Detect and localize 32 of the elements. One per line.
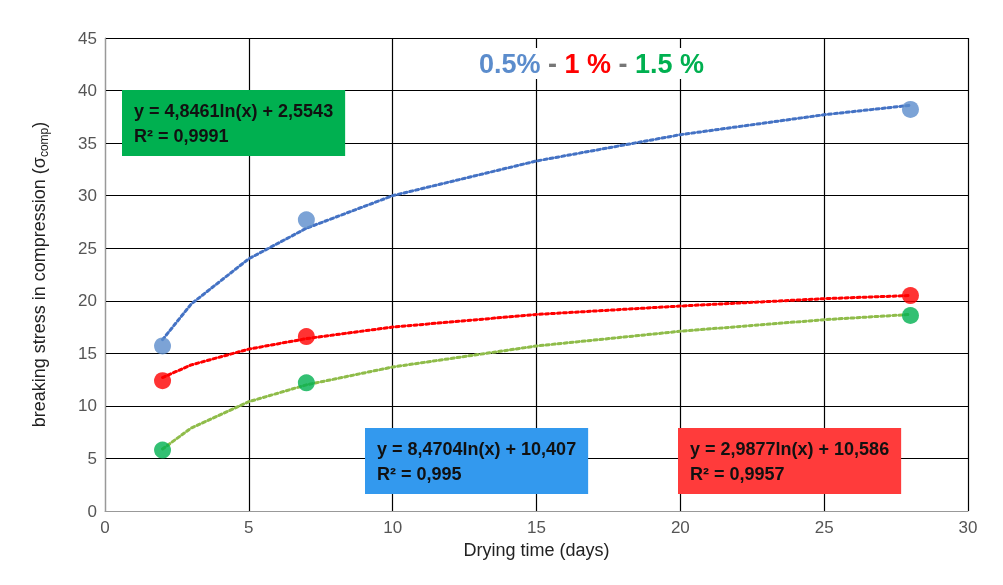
y-tick-label: 30 [78, 186, 97, 206]
y-tick-label: 10 [78, 396, 97, 416]
x-tick-label: 5 [244, 518, 254, 537]
point [154, 337, 172, 355]
point [901, 100, 919, 118]
annotation: y = 4,8461ln(x) + 2,5543 R² = 0,9991 [134, 100, 334, 146]
point [901, 307, 919, 324]
y-tick-label: 20 [78, 291, 97, 311]
y-tick-label: 25 [78, 238, 97, 258]
annotation: y = 8,4704ln(x) + 10,407 R² = 0,995 [377, 438, 577, 484]
x-tick-label: 0 [100, 518, 110, 537]
point [154, 441, 172, 459]
chart-title: 0.5% - 1 % - 1.5 % [479, 48, 705, 79]
y-axis-title: breaking stress in compression (σcomp) [29, 121, 51, 428]
x-tick-label: 15 [527, 518, 546, 537]
x-tick-label: 10 [383, 518, 403, 537]
x-tick-label: 25 [814, 518, 834, 537]
x-tick-label: 30 [958, 518, 978, 537]
point [154, 372, 172, 390]
y-tick-label: 5 [87, 448, 97, 468]
y-tick-label: 0 [87, 501, 97, 521]
y-tick-label: 35 [78, 133, 97, 153]
x-axis-title: Drying time (days) [463, 539, 610, 560]
point [297, 211, 315, 229]
y-tick-label: 45 [78, 28, 97, 48]
point [297, 374, 315, 392]
point [901, 287, 919, 305]
y-tick-label: 15 [78, 343, 97, 363]
annotation: y = 2,9877ln(x) + 10,586 R² = 0,9957 [690, 438, 890, 484]
y-tick-label: 40 [78, 81, 97, 101]
point [297, 328, 315, 346]
x-tick-label: 20 [670, 518, 690, 537]
